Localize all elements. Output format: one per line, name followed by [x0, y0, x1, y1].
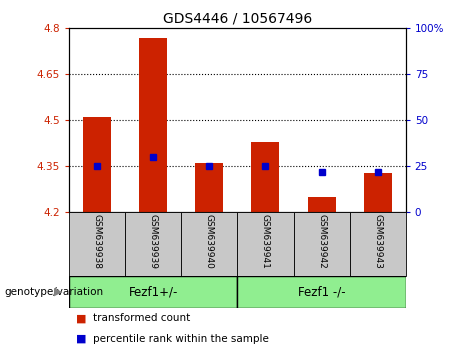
Text: GSM639940: GSM639940 [205, 214, 214, 269]
Text: percentile rank within the sample: percentile rank within the sample [93, 333, 269, 343]
Text: ■: ■ [76, 333, 86, 343]
Bar [195, 163, 224, 212]
Text: GSM639943: GSM639943 [373, 214, 382, 269]
Bar [294, 212, 349, 276]
Bar [251, 142, 279, 212]
Bar [83, 117, 111, 212]
Text: ▶: ▶ [54, 287, 62, 297]
Bar [237, 212, 294, 276]
Text: Fezf1+/-: Fezf1+/- [129, 286, 178, 298]
Text: Fezf1 -/-: Fezf1 -/- [298, 286, 345, 298]
Text: ■: ■ [76, 313, 86, 323]
Bar [139, 38, 167, 212]
Bar [237, 276, 406, 308]
Bar [307, 197, 336, 212]
Bar [125, 212, 181, 276]
Bar [364, 172, 392, 212]
Text: GSM639942: GSM639942 [317, 214, 326, 269]
Text: transformed count: transformed count [93, 313, 190, 323]
Bar [69, 276, 237, 308]
Text: GSM639939: GSM639939 [149, 214, 158, 269]
Bar [69, 212, 125, 276]
Title: GDS4446 / 10567496: GDS4446 / 10567496 [163, 12, 312, 26]
Bar [181, 212, 237, 276]
Text: genotype/variation: genotype/variation [5, 287, 104, 297]
Bar [349, 212, 406, 276]
Text: GSM639941: GSM639941 [261, 214, 270, 269]
Text: GSM639938: GSM639938 [93, 214, 102, 269]
